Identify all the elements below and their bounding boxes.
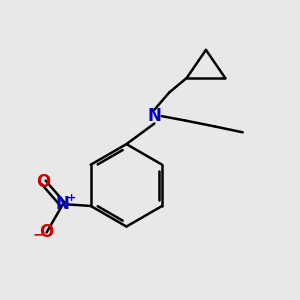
Text: +: + bbox=[66, 193, 76, 203]
Text: −: − bbox=[32, 227, 44, 241]
Text: N: N bbox=[56, 196, 70, 214]
Text: N: N bbox=[148, 107, 161, 125]
Text: O: O bbox=[37, 173, 51, 191]
Text: O: O bbox=[40, 224, 54, 242]
